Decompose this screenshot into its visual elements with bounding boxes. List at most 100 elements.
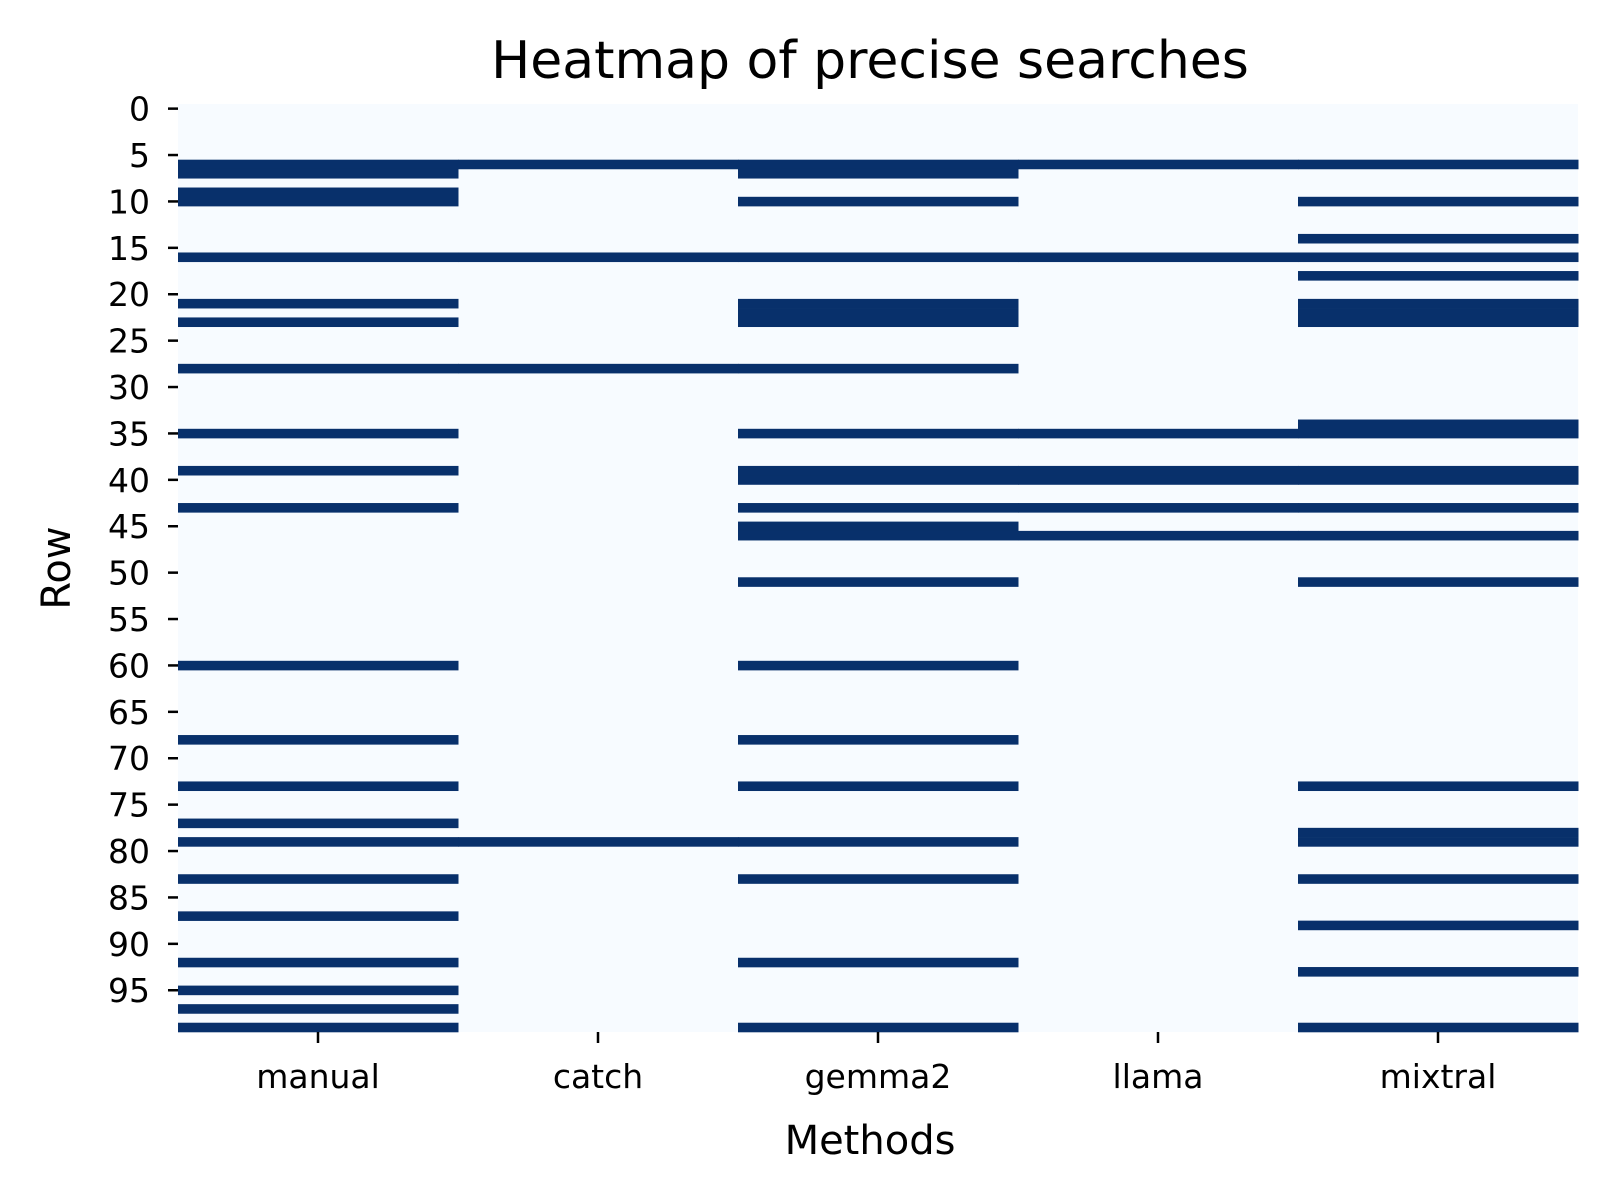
heatmap-cell-manual-row-60 bbox=[178, 660, 459, 671]
heatmap-cell-gemma2-row-46 bbox=[738, 530, 1019, 541]
heatmap-cell-gemma2-row-16 bbox=[738, 252, 1019, 263]
heatmap-cell-manual-row-43 bbox=[178, 503, 459, 513]
heatmap-cell-gemma2-row-22 bbox=[738, 308, 1019, 318]
heatmap-cell-mixtral-row-88 bbox=[1298, 920, 1579, 931]
heatmap-cell-gemma2-row-6 bbox=[738, 159, 1019, 170]
y-tick-label-25: 25 bbox=[108, 322, 150, 361]
heatmap-cell-mixtral-row-39 bbox=[1298, 465, 1579, 476]
y-tick-label-40: 40 bbox=[108, 461, 150, 500]
heatmap-cell-gemma2-row-7 bbox=[738, 168, 1019, 179]
heatmap-cell-mixtral-row-40 bbox=[1298, 475, 1579, 485]
heatmap-cell-gemma2-row-99 bbox=[738, 1022, 1019, 1033]
y-tick-label-85: 85 bbox=[108, 878, 150, 917]
heatmap-cell-mixtral-row-46 bbox=[1298, 530, 1579, 541]
y-tick-label-20: 20 bbox=[108, 275, 150, 314]
heatmap-cell-manual-row-77 bbox=[178, 818, 459, 829]
heatmap-cell-mixtral-row-6 bbox=[1298, 159, 1579, 170]
x-axis-label: Methods bbox=[785, 1118, 956, 1164]
heatmap-cells bbox=[178, 104, 1579, 1033]
heatmap-cell-catch-row-6 bbox=[458, 159, 739, 170]
y-tick-label-75: 75 bbox=[108, 786, 150, 825]
heatmap-cell-mixtral-row-93 bbox=[1298, 967, 1579, 977]
y-tick-label-60: 60 bbox=[108, 646, 150, 685]
x-tick-label-llama: llama bbox=[1113, 1057, 1204, 1096]
heatmap-cell-mixtral-row-23 bbox=[1298, 317, 1579, 328]
heatmap-cell-manual-row-99 bbox=[178, 1022, 459, 1033]
heatmap-cell-mixtral-row-35 bbox=[1298, 428, 1579, 439]
heatmap-cell-gemma2-row-92 bbox=[738, 957, 1019, 968]
y-tick-label-95: 95 bbox=[108, 971, 150, 1010]
heatmap-cell-manual-row-73 bbox=[178, 781, 459, 792]
heatmap-cell-gemma2-row-35 bbox=[738, 428, 1019, 439]
heatmap-cell-gemma2-row-28 bbox=[738, 363, 1019, 374]
y-axis-label: Row bbox=[34, 526, 80, 609]
heatmap-cell-llama-row-16 bbox=[1018, 252, 1299, 263]
heatmap-cell-mixtral-row-73 bbox=[1298, 781, 1579, 792]
x-tick-label-manual: manual bbox=[256, 1057, 380, 1096]
heatmap-cell-manual-row-35 bbox=[178, 428, 459, 439]
heatmap-cell-manual-row-16 bbox=[178, 252, 459, 263]
heatmap-cell-gemma2-row-60 bbox=[738, 660, 1019, 671]
heatmap-cell-manual-row-87 bbox=[178, 911, 459, 921]
y-tick-label-65: 65 bbox=[108, 693, 150, 732]
y-tick-label-10: 10 bbox=[108, 182, 150, 221]
heatmap-cell-manual-row-21 bbox=[178, 298, 459, 309]
heatmap-cell-mixtral-row-83 bbox=[1298, 874, 1579, 884]
heatmap-cell-gemma2-row-10 bbox=[738, 196, 1019, 207]
y-tick-label-35: 35 bbox=[108, 414, 150, 453]
heatmap-cell-manual-row-79 bbox=[178, 837, 459, 847]
y-tick-label-15: 15 bbox=[108, 229, 150, 268]
heatmap-cell-gemma2-row-40 bbox=[738, 475, 1019, 485]
heatmap-cell-manual-row-95 bbox=[178, 985, 459, 996]
heatmap-cell-mixtral-row-99 bbox=[1298, 1022, 1579, 1033]
heatmap-cell-manual-row-28 bbox=[178, 363, 459, 374]
heatmap-cell-llama-row-43 bbox=[1018, 503, 1299, 513]
y-tick-label-90: 90 bbox=[108, 925, 150, 964]
heatmap-cell-mixtral-row-22 bbox=[1298, 308, 1579, 318]
heatmap-cell-manual-row-39 bbox=[178, 465, 459, 476]
x-axis: manual catch gemma2 llama mixtral bbox=[256, 1032, 1496, 1096]
heatmap-cell-manual-row-23 bbox=[178, 317, 459, 328]
heatmap-cell-gemma2-row-43 bbox=[738, 503, 1019, 513]
heatmap-cell-gemma2-row-73 bbox=[738, 781, 1019, 792]
y-tick-label-50: 50 bbox=[108, 554, 150, 593]
heatmap-cell-llama-row-6 bbox=[1018, 159, 1299, 170]
heatmap-cell-mixtral-row-10 bbox=[1298, 196, 1579, 207]
heatmap-cell-llama-row-39 bbox=[1018, 465, 1299, 476]
heatmap-cell-gemma2-row-23 bbox=[738, 317, 1019, 328]
heatmap-cell-gemma2-row-79 bbox=[738, 837, 1019, 847]
heatmap-cell-gemma2-row-83 bbox=[738, 874, 1019, 884]
heatmap-cell-manual-row-83 bbox=[178, 874, 459, 884]
heatmap-cell-gemma2-row-45 bbox=[738, 521, 1019, 532]
heatmap-cell-gemma2-row-51 bbox=[738, 577, 1019, 587]
heatmap-cell-gemma2-row-39 bbox=[738, 465, 1019, 476]
heatmap-cell-catch-row-79 bbox=[458, 837, 739, 847]
heatmap-cell-mixtral-row-78 bbox=[1298, 827, 1579, 838]
y-tick-label-45: 45 bbox=[108, 507, 150, 546]
heatmap-cell-mixtral-row-51 bbox=[1298, 577, 1579, 587]
heatmap-cell-llama-row-35 bbox=[1018, 428, 1299, 439]
heatmap-cell-mixtral-row-18 bbox=[1298, 271, 1579, 281]
heatmap-cell-mixtral-row-79 bbox=[1298, 837, 1579, 847]
x-tick-label-catch: catch bbox=[553, 1057, 643, 1096]
heatmap-cell-mixtral-row-14 bbox=[1298, 233, 1579, 244]
y-tick-label-30: 30 bbox=[108, 368, 150, 407]
heatmap-cell-llama-row-46 bbox=[1018, 530, 1299, 541]
heatmap-cell-gemma2-row-68 bbox=[738, 735, 1019, 745]
y-tick-label-55: 55 bbox=[108, 600, 150, 639]
y-tick-label-0: 0 bbox=[129, 90, 150, 129]
heatmap-cell-manual-row-7 bbox=[178, 168, 459, 179]
heatmap-cell-catch-row-28 bbox=[458, 363, 739, 374]
heatmap-cell-catch-row-16 bbox=[458, 252, 739, 263]
y-tick-label-5: 5 bbox=[129, 136, 150, 175]
heatmap-cell-gemma2-row-21 bbox=[738, 298, 1019, 309]
heatmap-cell-manual-row-9 bbox=[178, 187, 459, 198]
heatmap-cell-manual-row-10 bbox=[178, 196, 459, 207]
x-tick-label-gemma2: gemma2 bbox=[805, 1057, 952, 1096]
heatmap-cell-mixtral-row-16 bbox=[1298, 252, 1579, 263]
heatmap-cell-mixtral-row-34 bbox=[1298, 419, 1579, 430]
heatmap-cell-mixtral-row-43 bbox=[1298, 503, 1579, 513]
y-tick-label-70: 70 bbox=[108, 739, 150, 778]
x-tick-label-mixtral: mixtral bbox=[1380, 1057, 1497, 1096]
